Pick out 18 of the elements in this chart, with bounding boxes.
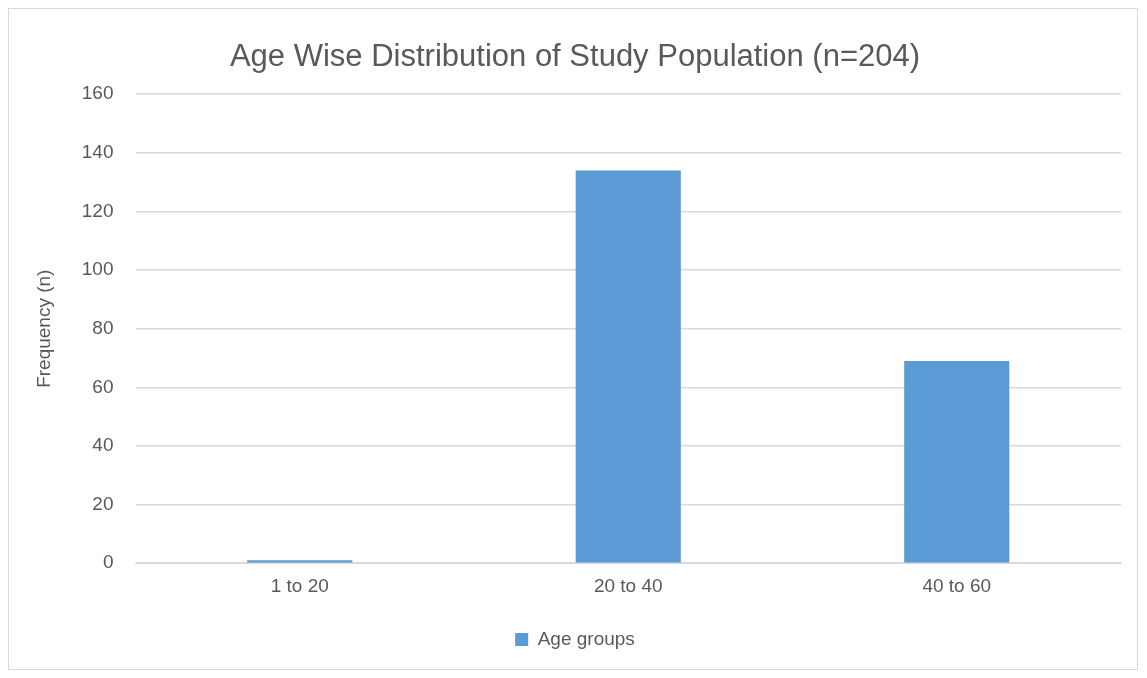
- bar: [247, 560, 353, 563]
- y-tick-label: 60: [92, 375, 114, 397]
- chart-title: Age Wise Distribution of Study Population (n=204): [229, 38, 921, 74]
- y-tick-label: 100: [81, 258, 114, 280]
- y-tick-label: 40: [92, 434, 114, 456]
- y-axis-title: Frequency (n): [32, 269, 54, 388]
- x-tick-label: 20 to 40: [593, 574, 663, 596]
- bar: [904, 360, 1010, 563]
- y-tick-label: 20: [92, 492, 114, 514]
- y-tick-label: 160: [81, 82, 114, 104]
- bar: [575, 170, 681, 563]
- x-tick-label: 40 to 60: [922, 574, 992, 596]
- legend-label: Age groups: [537, 627, 635, 649]
- y-tick-label: 80: [92, 316, 114, 338]
- y-tick-label: 140: [81, 141, 114, 163]
- y-tick-label: 0: [102, 551, 114, 573]
- x-tick-label: 1 to 20: [270, 574, 329, 596]
- y-tick-label: 120: [81, 199, 114, 221]
